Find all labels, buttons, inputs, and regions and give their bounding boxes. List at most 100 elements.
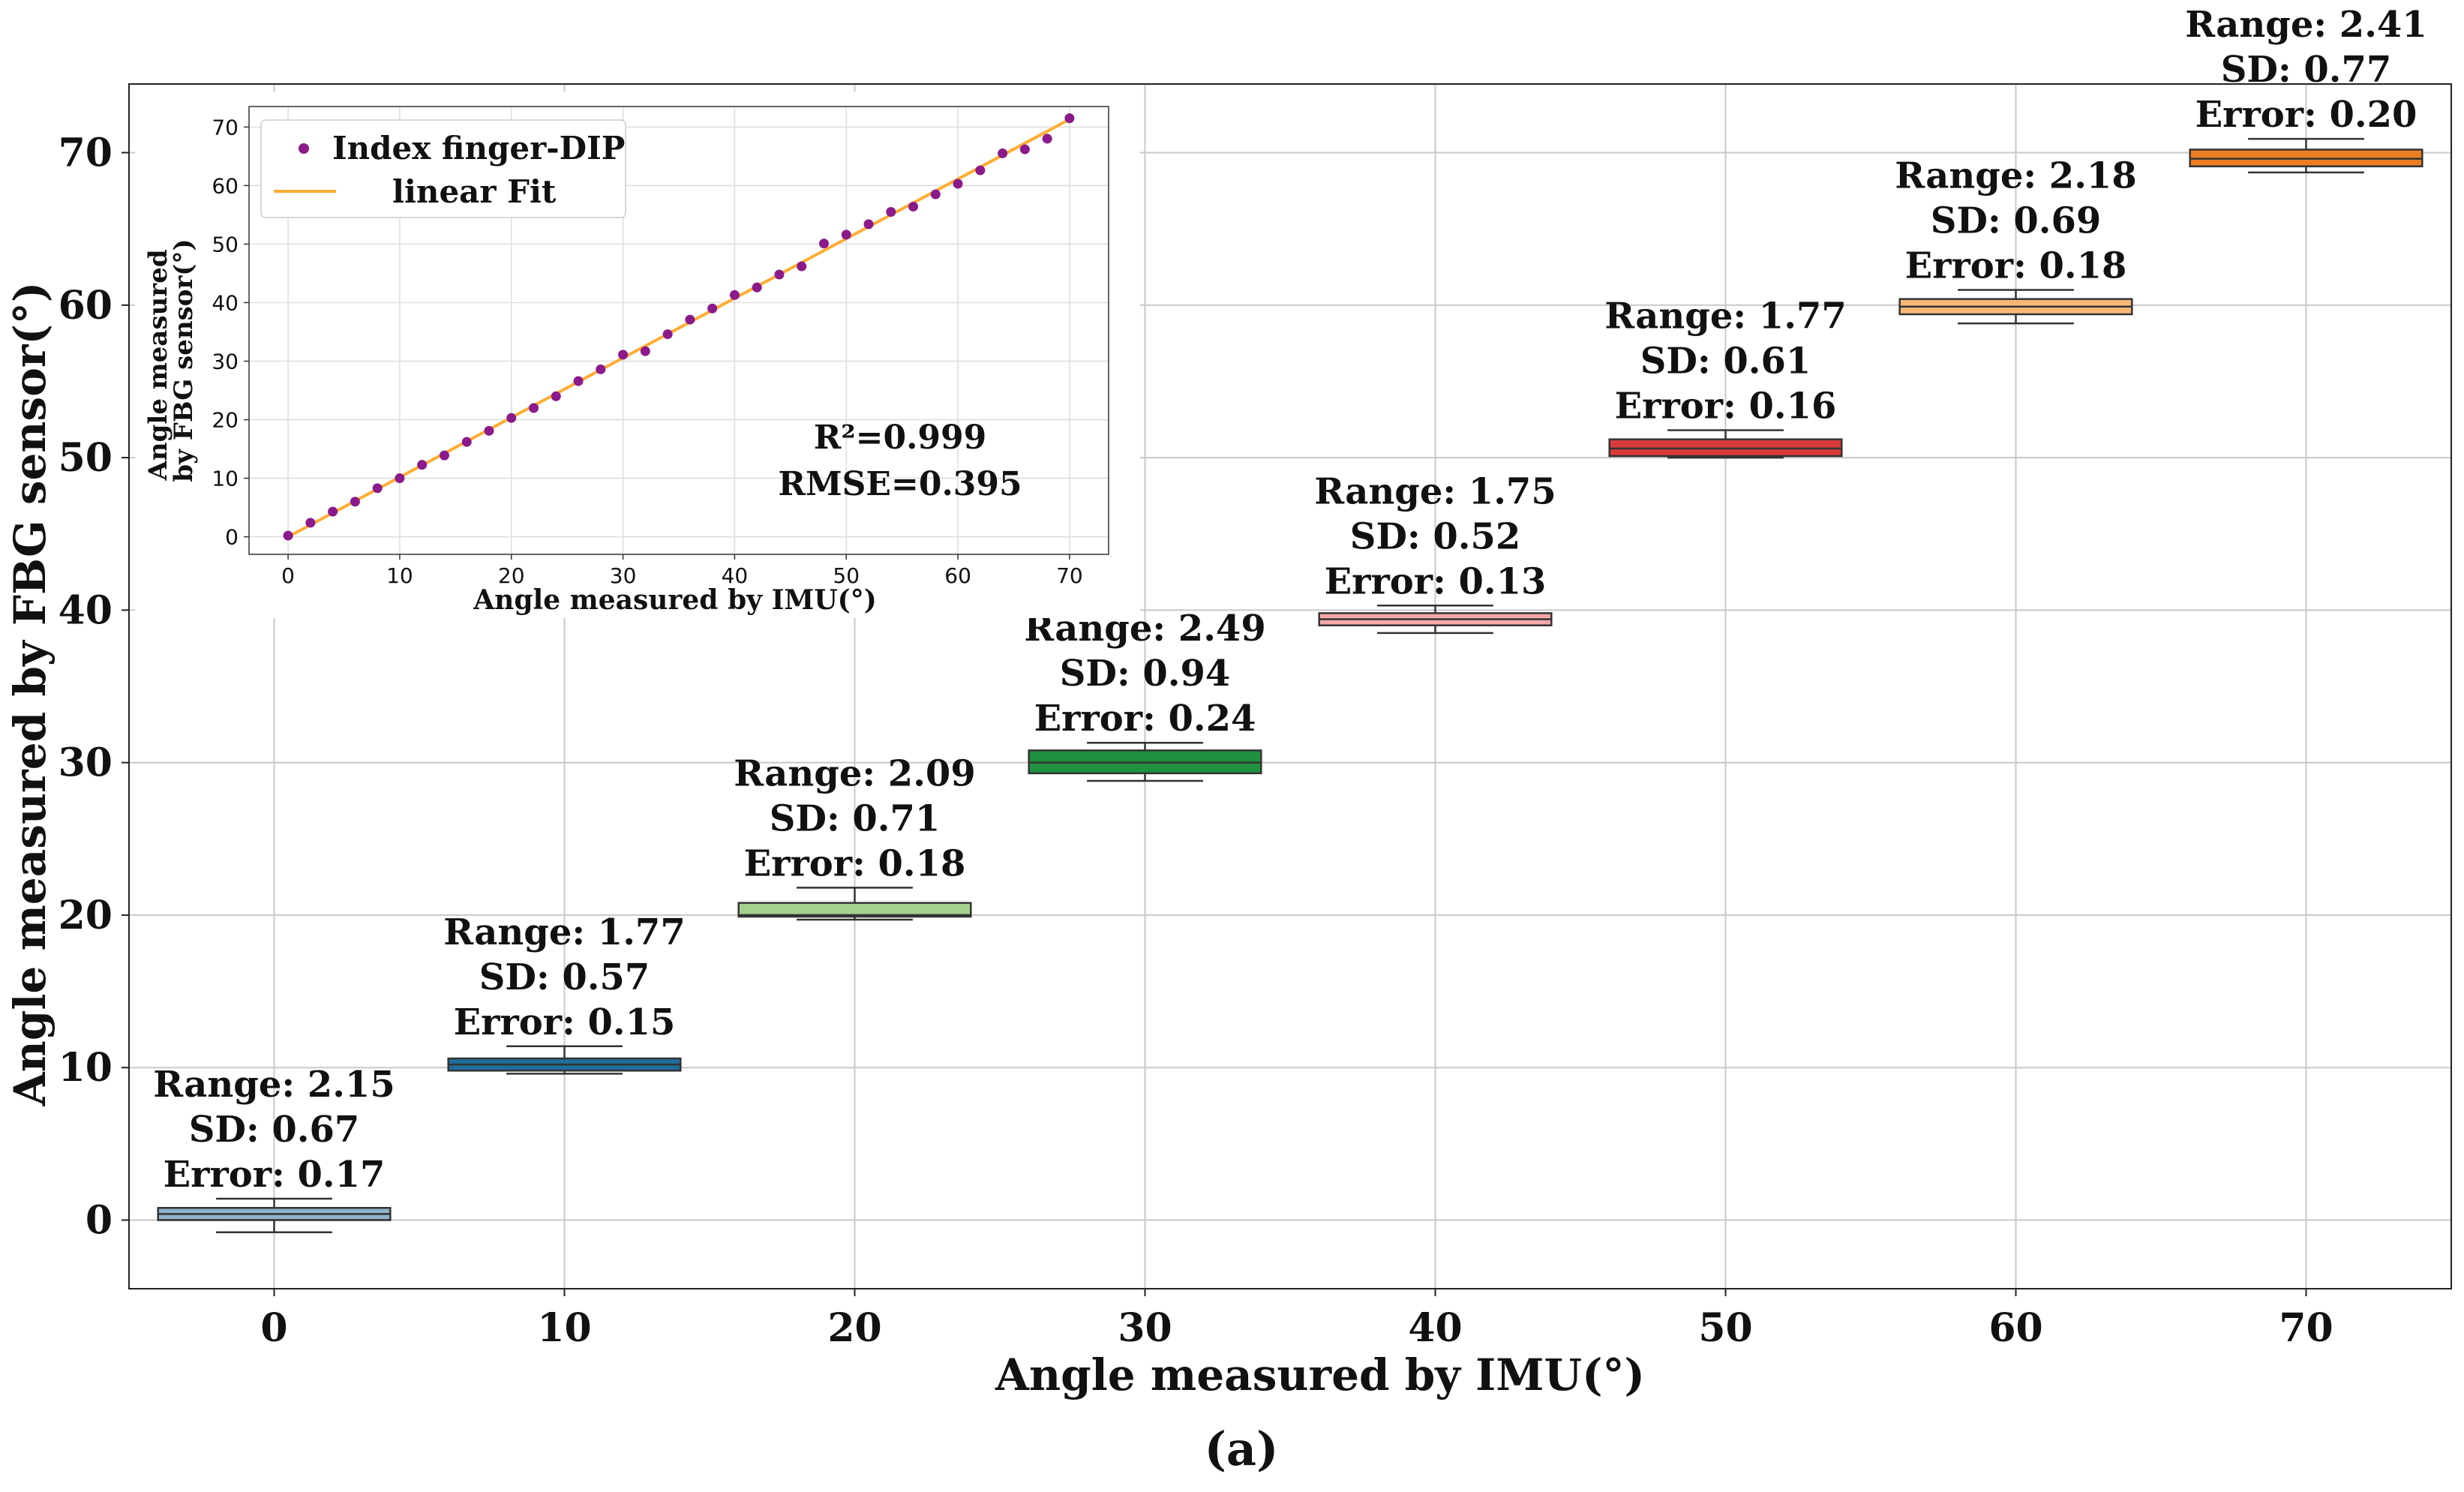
inset-point-1: [305, 518, 316, 528]
inset-plot-frame: [248, 106, 1109, 555]
annotation-0-error: Error: 0.17: [164, 1154, 386, 1196]
annotation-70-error: Error: 0.20: [2195, 94, 2417, 136]
inset-point-9: [484, 425, 494, 436]
inset-rmse-stat: RMSE=0.395: [778, 465, 1022, 503]
inset-point-27: [886, 206, 896, 217]
inset-point-5: [395, 473, 405, 484]
annotation-70-range: Range: 2.41: [2185, 4, 2426, 46]
main-x-tick-label-70: 70: [2279, 1305, 2333, 1351]
inset-y-ticks: 0 10 20 30 40 50 60 70: [212, 115, 249, 550]
main-y-tick-label-40: 40: [59, 587, 113, 633]
inset-point-24: [818, 239, 829, 249]
inset-points: [283, 113, 1075, 541]
main-x-tick-label-30: 30: [1118, 1305, 1172, 1351]
inset-x-tick-label-40: 40: [722, 563, 749, 588]
box-0: [157, 1197, 392, 1234]
main-y-tick-label-20: 20: [59, 893, 113, 938]
main-x-tick-label-50: 50: [1698, 1305, 1752, 1351]
inset-chart: 0 10 20 30 40 50 60 70 0 10 20 30 40 50 60 70 Angle me…: [135, 92, 1140, 618]
main-plot-frame: [128, 83, 2452, 1289]
inset-point-2: [328, 506, 338, 517]
inset-point-0: [283, 530, 293, 541]
inset-x-tick-label-10: 10: [386, 563, 413, 588]
inset-point-7: [439, 450, 449, 461]
annotation-20-sd: SD: 0.71: [770, 797, 941, 839]
inset-point-4: [372, 483, 383, 494]
inset-point-29: [930, 189, 941, 200]
inset-x-tick-label-60: 60: [944, 563, 971, 588]
main-x-tick-label-40: 40: [1408, 1305, 1462, 1351]
inset-y-axis-label-line2: by FBG sensor(°): [169, 239, 199, 482]
inset-y-tick-label-50: 50: [212, 232, 239, 257]
inset-point-31: [975, 165, 986, 176]
main-y-ticks: 0 10 20 30 40 50 60 70: [59, 130, 129, 1244]
inset-y-tick-label-10: 10: [212, 467, 239, 491]
inset-x-tick-label-70: 70: [1056, 563, 1083, 588]
annotation-30-error: Error: 0.24: [1034, 698, 1256, 740]
main-x-axis-label: Angle measured by IMU(°): [995, 1349, 1645, 1400]
box-50: [1608, 429, 1843, 459]
main-x-tick-label-10: 10: [537, 1305, 591, 1351]
inset-x-tick-label-20: 20: [498, 563, 525, 588]
inset-point-33: [1019, 144, 1030, 155]
inset-r2-stat: R²=0.999: [814, 419, 986, 457]
inset-x-tick-label-30: 30: [610, 563, 637, 588]
inset-y-tick-label-0: 0: [225, 525, 239, 550]
box-30: [1028, 741, 1262, 782]
inset-point-6: [417, 460, 428, 470]
inset-point-3: [350, 497, 360, 507]
inset-point-35: [1064, 113, 1075, 124]
inset-point-32: [998, 148, 1008, 158]
main-y-tick-label-50: 50: [59, 435, 113, 481]
inset-x-tick-label-0: 0: [281, 563, 295, 588]
annotation-60-sd: SD: 0.69: [1931, 200, 2102, 242]
box-20: [737, 887, 972, 921]
main-y-tick-label-30: 30: [59, 740, 113, 786]
inset-point-21: [752, 282, 762, 293]
inset-point-10: [506, 413, 517, 423]
inset-y-tick-label-20: 20: [212, 408, 239, 433]
inset-x-tick-label-50: 50: [833, 563, 860, 588]
main-x-tick-label-0: 0: [260, 1305, 287, 1351]
inset-x-axis-label: Angle measured by IMU(°): [473, 584, 877, 616]
annotation-10-range: Range: 1.77: [443, 911, 685, 953]
annotation-10-error: Error: 0.15: [454, 1001, 676, 1043]
main-y-tick-label-60: 60: [59, 283, 113, 329]
main-y-tick-label-0: 0: [86, 1198, 113, 1244]
legend-box: [260, 119, 626, 218]
inset-point-26: [863, 219, 874, 230]
box-70: [2189, 137, 2423, 174]
main-y-axis-label: Angle measured by FBG sensor(°): [5, 282, 56, 1107]
main-x-ticks: 0 10 20 30 40 50 60 70: [260, 1289, 2333, 1351]
legend-label-linear-fit: linear Fit: [392, 173, 557, 210]
inset-point-20: [729, 290, 740, 300]
inset-point-18: [685, 314, 695, 325]
annotation-30-sd: SD: 0.94: [1060, 653, 1231, 695]
annotation-40-error: Error: 0.13: [1325, 560, 1547, 602]
legend-marker-index-finger: [299, 143, 309, 154]
annotation-50-error: Error: 0.16: [1615, 385, 1837, 427]
box-20-body: [737, 902, 972, 918]
annotation-60-error: Error: 0.18: [1905, 245, 2127, 287]
inset-legend: Index finger-DIP linear Fit: [260, 119, 626, 218]
inset-point-8: [461, 437, 472, 447]
inset-point-19: [707, 303, 718, 314]
annotation-0-range: Range: 2.15: [153, 1064, 395, 1106]
box-40: [1318, 605, 1553, 635]
inset-point-23: [797, 261, 807, 272]
inset-point-14: [596, 364, 606, 374]
main-boxes: [157, 137, 2423, 1234]
main-x-tick-label-20: 20: [827, 1305, 881, 1351]
inset-y-axis-label-line1: Angle measured: [143, 249, 173, 481]
main-y-tick-label-70: 70: [59, 130, 113, 176]
inset-point-30: [953, 179, 963, 189]
